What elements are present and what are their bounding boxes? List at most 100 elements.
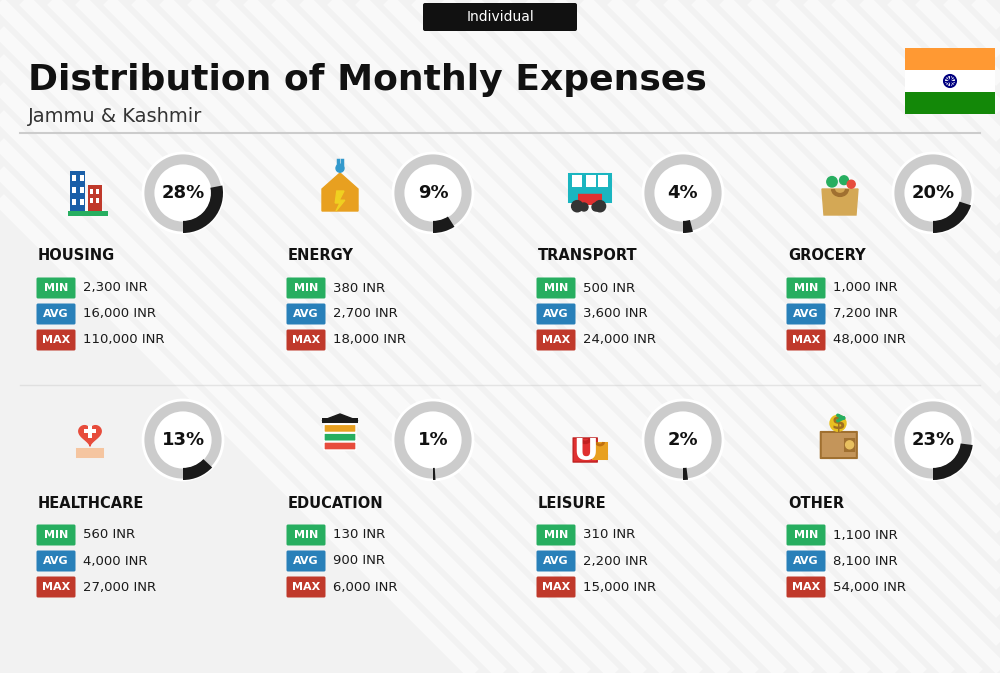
Circle shape <box>906 413 960 467</box>
FancyBboxPatch shape <box>88 425 92 437</box>
Text: AVG: AVG <box>43 556 69 566</box>
FancyBboxPatch shape <box>324 433 356 441</box>
Text: EDUCATION: EDUCATION <box>288 495 384 511</box>
Text: ENERGY: ENERGY <box>288 248 354 264</box>
Text: MAX: MAX <box>42 335 70 345</box>
Text: AVG: AVG <box>543 556 569 566</box>
Circle shape <box>406 166 460 220</box>
Wedge shape <box>183 458 212 480</box>
Wedge shape <box>683 467 688 480</box>
FancyBboxPatch shape <box>786 551 826 571</box>
FancyBboxPatch shape <box>572 175 582 187</box>
FancyBboxPatch shape <box>68 211 108 216</box>
Text: LEISURE: LEISURE <box>538 495 607 511</box>
Text: 4,000 INR: 4,000 INR <box>83 555 148 567</box>
FancyBboxPatch shape <box>786 330 826 351</box>
FancyBboxPatch shape <box>287 277 326 299</box>
FancyBboxPatch shape <box>72 175 76 182</box>
FancyBboxPatch shape <box>96 189 99 194</box>
Circle shape <box>830 415 846 431</box>
FancyBboxPatch shape <box>70 171 85 211</box>
FancyBboxPatch shape <box>844 438 855 452</box>
FancyBboxPatch shape <box>72 187 76 193</box>
Wedge shape <box>643 400 723 480</box>
FancyBboxPatch shape <box>821 432 857 458</box>
Wedge shape <box>143 400 223 480</box>
FancyBboxPatch shape <box>80 199 84 205</box>
Circle shape <box>580 203 588 211</box>
Circle shape <box>846 441 854 449</box>
Text: 1%: 1% <box>418 431 448 449</box>
Text: 48,000 INR: 48,000 INR <box>833 334 906 347</box>
Text: MIN: MIN <box>44 530 68 540</box>
Text: AVG: AVG <box>293 309 319 319</box>
Text: MAX: MAX <box>292 335 320 345</box>
Wedge shape <box>433 216 454 233</box>
Text: MAX: MAX <box>542 335 570 345</box>
FancyBboxPatch shape <box>905 48 995 70</box>
FancyBboxPatch shape <box>36 551 76 571</box>
Text: U: U <box>573 437 598 466</box>
Text: 310 INR: 310 INR <box>583 528 635 542</box>
Text: Jammu & Kashmir: Jammu & Kashmir <box>28 106 202 125</box>
Text: 27,000 INR: 27,000 INR <box>83 581 156 594</box>
FancyBboxPatch shape <box>287 577 326 598</box>
Wedge shape <box>683 219 693 233</box>
Text: 500 INR: 500 INR <box>583 281 635 295</box>
Circle shape <box>847 180 855 188</box>
Text: 20%: 20% <box>911 184 955 202</box>
FancyBboxPatch shape <box>80 175 84 182</box>
FancyBboxPatch shape <box>287 551 326 571</box>
FancyBboxPatch shape <box>598 175 608 187</box>
Text: 560 INR: 560 INR <box>83 528 135 542</box>
Wedge shape <box>933 201 971 233</box>
Circle shape <box>156 413 210 467</box>
Text: HEALTHCARE: HEALTHCARE <box>38 495 144 511</box>
FancyBboxPatch shape <box>36 524 76 546</box>
FancyBboxPatch shape <box>322 418 358 423</box>
Text: 2,700 INR: 2,700 INR <box>333 308 398 320</box>
Text: 1,000 INR: 1,000 INR <box>833 281 898 295</box>
Text: AVG: AVG <box>793 309 819 319</box>
FancyBboxPatch shape <box>786 277 826 299</box>
FancyBboxPatch shape <box>36 304 76 324</box>
Circle shape <box>406 413 460 467</box>
Text: MIN: MIN <box>794 530 818 540</box>
FancyBboxPatch shape <box>90 198 93 203</box>
FancyBboxPatch shape <box>578 194 602 205</box>
Text: 7,200 INR: 7,200 INR <box>833 308 898 320</box>
FancyBboxPatch shape <box>287 524 326 546</box>
FancyBboxPatch shape <box>287 304 326 324</box>
Wedge shape <box>893 153 973 233</box>
Polygon shape <box>335 191 345 211</box>
Text: MIN: MIN <box>44 283 68 293</box>
FancyBboxPatch shape <box>536 277 576 299</box>
Text: 6,000 INR: 6,000 INR <box>333 581 398 594</box>
Wedge shape <box>643 153 723 233</box>
Text: 2%: 2% <box>668 431 698 449</box>
Text: 2,200 INR: 2,200 INR <box>583 555 648 567</box>
Text: 130 INR: 130 INR <box>333 528 385 542</box>
Text: MIN: MIN <box>294 530 318 540</box>
Circle shape <box>594 201 606 212</box>
Circle shape <box>572 201 583 212</box>
Text: TRANSPORT: TRANSPORT <box>538 248 638 264</box>
Circle shape <box>840 176 848 184</box>
FancyBboxPatch shape <box>80 187 84 193</box>
Text: GROCERY: GROCERY <box>788 248 866 264</box>
Text: 110,000 INR: 110,000 INR <box>83 334 164 347</box>
Circle shape <box>906 166 960 220</box>
Text: 54,000 INR: 54,000 INR <box>833 581 906 594</box>
Text: MAX: MAX <box>542 582 570 592</box>
Text: MIN: MIN <box>544 530 568 540</box>
Text: AVG: AVG <box>293 556 319 566</box>
FancyBboxPatch shape <box>786 304 826 324</box>
FancyBboxPatch shape <box>905 92 995 114</box>
Text: MAX: MAX <box>292 582 320 592</box>
Text: 28%: 28% <box>161 184 205 202</box>
Text: 16,000 INR: 16,000 INR <box>83 308 156 320</box>
Text: 23%: 23% <box>911 431 955 449</box>
Circle shape <box>156 166 210 220</box>
Text: MIN: MIN <box>794 283 818 293</box>
Text: MIN: MIN <box>544 283 568 293</box>
